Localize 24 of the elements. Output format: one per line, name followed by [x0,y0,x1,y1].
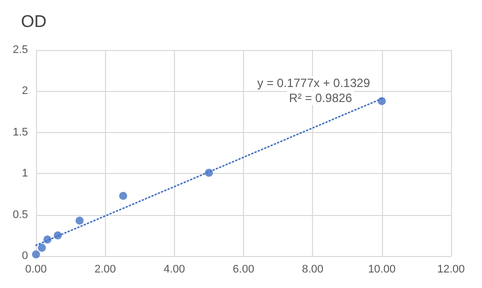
point [378,97,386,106]
x-tick-label: 4.00 [164,264,186,276]
point [43,236,52,244]
annotation: R² = 0.9826 [288,91,352,105]
annotation: y = 0.1777x + 0.1329 [257,76,370,90]
point [32,250,40,258]
y-tick-label: 1.5 [12,126,28,138]
y-tick-label: 0.5 [12,208,28,221]
y-tick-label: 2 [22,85,28,98]
y-tick-label: 0 [22,250,28,262]
point [204,168,213,177]
x-tick-label: 8.00 [302,264,324,276]
x-tick-label: 2.00 [94,264,116,276]
x-tick-label: 12.00 [437,264,465,276]
point [38,244,46,252]
point [119,192,128,200]
x-tick-label: 10.00 [368,264,396,276]
y-tick-label: 1 [22,168,28,180]
y-tick-label: 2.5 [12,44,28,56]
point [54,231,62,240]
chart-title: OD [21,12,46,31]
point [76,216,84,225]
x-tick-label: 6.00 [232,264,254,276]
x-tick-label: 0.00 [25,264,47,276]
